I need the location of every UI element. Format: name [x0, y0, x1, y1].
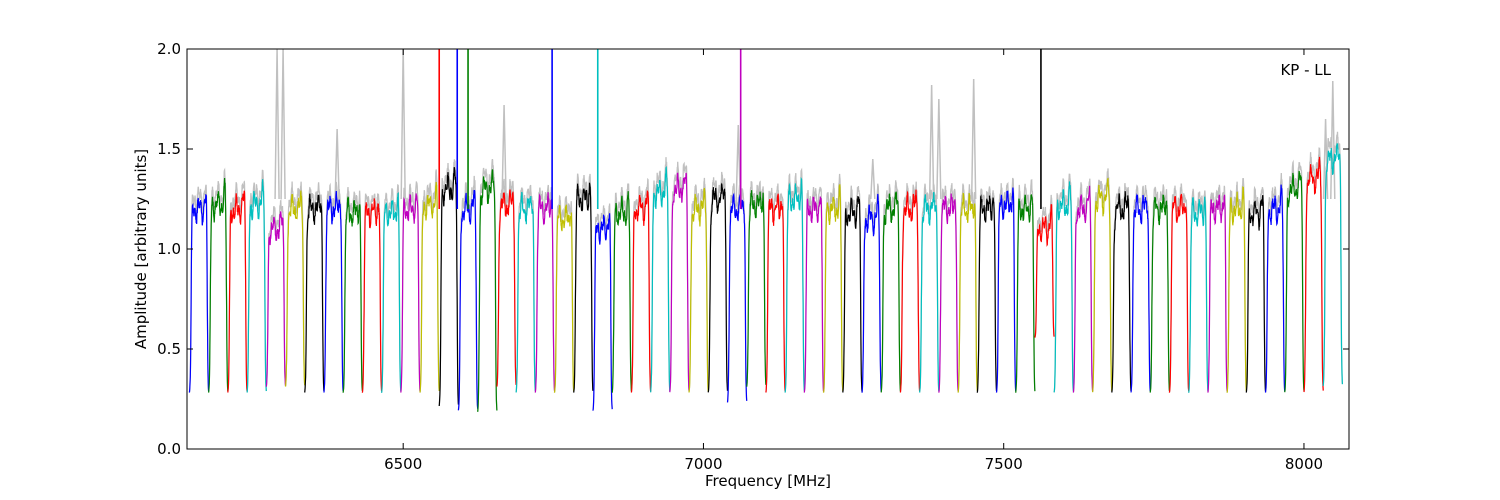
channel-series	[457, 189, 479, 411]
channel-series	[1092, 177, 1113, 393]
channel-series	[515, 191, 536, 393]
channel-series	[1188, 196, 1209, 393]
channel-series	[861, 193, 882, 393]
x-tick-label: 7500	[985, 455, 1023, 473]
x-axis-title: Frequency [MHz]	[705, 472, 831, 490]
y-tick-label: 0.5	[157, 340, 181, 358]
rfi-spike-layer	[438, 49, 1042, 209]
channel-series	[265, 211, 287, 387]
channel-series	[1226, 186, 1247, 393]
channel-series	[1015, 193, 1036, 393]
background-peak	[735, 124, 742, 200]
channel-series	[1053, 181, 1074, 393]
channel-series	[726, 192, 748, 403]
channel-series	[1207, 194, 1228, 393]
channel-series	[669, 172, 690, 393]
channel-series	[1284, 170, 1305, 393]
channel-series	[1034, 204, 1055, 338]
y-tick-label: 2.0	[157, 40, 181, 58]
channel-series	[381, 191, 402, 393]
series-layer	[188, 143, 1343, 412]
channel-series	[1111, 191, 1132, 393]
chart-annotation: KP - LL	[1280, 61, 1331, 79]
channel-series	[1168, 193, 1190, 393]
x-tick-label: 6500	[384, 455, 422, 473]
channel-series	[304, 193, 325, 393]
channel-series	[400, 193, 421, 393]
channel-series	[746, 190, 767, 387]
channel-series	[284, 190, 306, 387]
channel-series	[707, 182, 729, 393]
background-peak	[274, 49, 280, 200]
background-peak	[280, 49, 286, 200]
channel-series	[323, 190, 344, 393]
channel-series	[1303, 156, 1324, 393]
channel-series	[592, 213, 613, 411]
y-axis-ticks: 0.0 0.5 1.0 1.5 2.0	[157, 40, 1349, 458]
channel-series	[477, 169, 498, 412]
channel-series	[361, 198, 383, 393]
y-tick-label: 1.5	[157, 140, 181, 158]
channel-series	[496, 189, 517, 387]
channel-series	[784, 176, 805, 393]
channel-series	[822, 184, 844, 393]
channel-series	[611, 191, 632, 393]
background-peak	[501, 104, 507, 200]
channel-series	[919, 191, 940, 393]
channel-series	[553, 204, 575, 393]
x-tick-label: 7000	[684, 455, 722, 473]
x-axis-ticks: 6500 7000 7500 8000	[384, 49, 1323, 473]
y-axis-title: Amplitude [arbitrary units]	[132, 149, 150, 349]
channel-series	[208, 177, 229, 393]
channel-series	[1322, 143, 1343, 386]
channel-series	[995, 187, 1017, 393]
channel-series	[630, 190, 652, 393]
x-tick-label: 8000	[1285, 455, 1323, 473]
background-peak	[970, 78, 977, 200]
channel-series	[688, 187, 709, 393]
channel-series	[1149, 194, 1170, 393]
channel-series	[534, 192, 556, 393]
channel-series	[438, 167, 459, 407]
channel-series	[1264, 184, 1286, 393]
channel-series	[246, 179, 267, 393]
channel-series	[938, 193, 959, 393]
channel-series	[899, 189, 921, 393]
channel-series	[1130, 193, 1151, 393]
y-tick-label: 1.0	[157, 240, 181, 258]
channel-series	[803, 196, 825, 393]
channel-series	[188, 194, 210, 393]
background-peak	[334, 128, 340, 200]
channel-series	[976, 194, 998, 393]
channel-series	[419, 181, 440, 393]
y-tick-label: 0.0	[157, 440, 181, 458]
background-peak	[870, 158, 876, 200]
background-peak	[400, 49, 406, 200]
background-trace	[188, 131, 1344, 412]
channel-series	[842, 195, 863, 393]
channel-series	[880, 191, 901, 393]
channel-series	[573, 182, 594, 393]
background-peak	[928, 84, 935, 200]
channel-series	[342, 196, 363, 393]
background-peak	[936, 98, 942, 200]
channel-series	[227, 190, 248, 393]
channel-series	[650, 165, 671, 393]
channel-series	[1245, 194, 1267, 393]
channel-series	[1072, 185, 1094, 393]
channel-series	[957, 192, 978, 393]
channel-series	[765, 193, 786, 393]
